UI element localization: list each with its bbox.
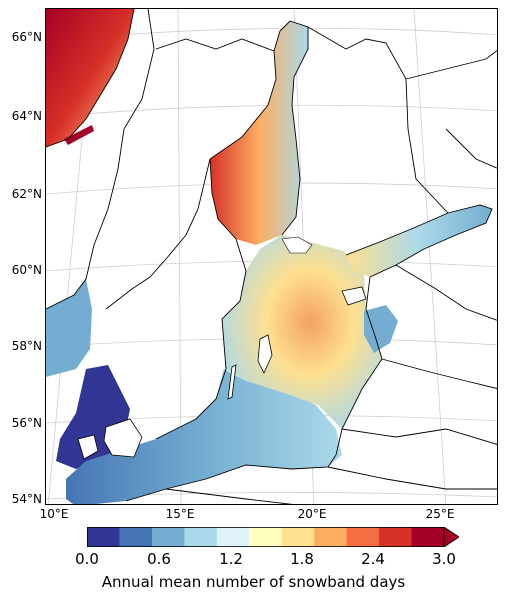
lat-label-58: 58°N — [11, 339, 42, 353]
colorbar-segment — [87, 527, 120, 547]
lon-label-15: 15°E — [165, 507, 195, 521]
colorbar — [87, 527, 459, 547]
gotland-island — [257, 334, 273, 374]
colorbar-segment — [249, 527, 283, 547]
oland-island — [227, 364, 237, 400]
colorbar-tick-2: 1.2 — [219, 550, 243, 568]
gulf-of-riga-field — [364, 305, 398, 353]
colorbar-label: Annual mean number of snowband days — [101, 573, 406, 591]
colorbar-outline — [87, 527, 445, 547]
lat-label-56: 56°N — [11, 416, 42, 430]
colorbar-tick-5: 3.0 — [432, 550, 456, 568]
lat-label-66: 66°N — [11, 30, 42, 44]
colorbar-tick-3: 1.8 — [290, 550, 314, 568]
lat-label-60: 60°N — [11, 263, 42, 277]
colorbar-segment — [379, 527, 413, 547]
colorbar-segment — [151, 527, 185, 547]
southern-baltic-field — [66, 369, 342, 504]
colorbar-segment — [314, 527, 348, 547]
lon-label-25: 25°E — [425, 507, 455, 521]
colorbar-tick-4: 2.4 — [361, 550, 385, 568]
gulf-of-finland-field — [346, 205, 492, 277]
lat-label-62: 62°N — [11, 187, 42, 201]
lat-label-54: 54°N — [11, 492, 42, 506]
borders — [46, 9, 497, 504]
bothnian-field — [210, 21, 308, 245]
saaremaa-island — [341, 286, 367, 306]
skagerrak-field — [46, 279, 92, 377]
norway-strip — [64, 125, 94, 145]
lon-label-10: 10°E — [39, 507, 69, 521]
lon-label-20: 20°E — [297, 507, 327, 521]
baltic-proper-field — [222, 235, 382, 429]
aland-islands — [281, 236, 313, 254]
colorbar-tick-1: 0.6 — [147, 550, 171, 568]
colorbar-segment — [281, 527, 315, 547]
funen-island — [77, 434, 99, 460]
norway-field — [46, 9, 134, 147]
map-canvas — [46, 9, 497, 504]
colorbar-segment — [119, 527, 153, 547]
colorbar-extend-arrow — [443, 527, 459, 547]
zealand-island — [103, 418, 143, 458]
colorbar-segment — [216, 527, 250, 547]
colorbar-tick-0: 0.0 — [75, 550, 99, 568]
colorbar-segment — [346, 527, 380, 547]
colorbar-segment — [184, 527, 218, 547]
snowband-map — [45, 8, 498, 505]
colorbar-segment — [411, 527, 445, 547]
lat-label-64: 64°N — [11, 109, 42, 123]
